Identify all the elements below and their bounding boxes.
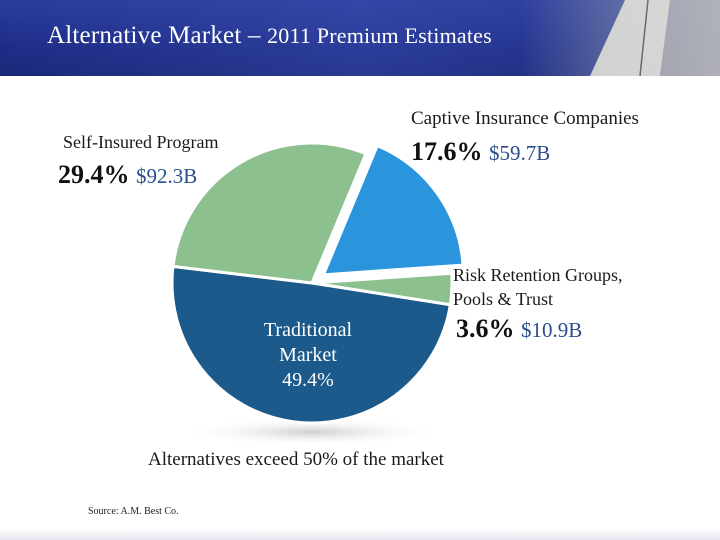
- label-captive-values: 17.6% $59.7B: [411, 137, 550, 167]
- title-banner: Alternative Market – 2011 Premium Estima…: [0, 0, 720, 76]
- pie-shadow: [182, 418, 442, 446]
- traditional-line2: Market: [279, 344, 337, 366]
- risk-retention-line1: Risk Retention Groups,: [453, 265, 623, 285]
- pie-slice-traditional-market: [170, 264, 453, 425]
- label-risk-retention-name: Risk Retention Groups, Pools & Trust: [453, 263, 623, 311]
- label-traditional: Traditional Market 49.4%: [238, 318, 378, 393]
- pie-slice-self-insured-program: [171, 141, 368, 285]
- chart-caption: Alternatives exceed 50% of the market: [148, 449, 444, 470]
- sail-graphic: [590, 0, 720, 76]
- pie-slices: [170, 141, 465, 425]
- label-captive-name: Captive Insurance Companies: [411, 108, 639, 129]
- title-dash: –: [241, 22, 268, 49]
- source-note: Source: A.M. Best Co.: [88, 506, 179, 517]
- traditional-line1: Traditional: [263, 319, 353, 341]
- label-self-insured-name: Self-Insured Program: [63, 132, 219, 152]
- page-title: Alternative Market – 2011 Premium Estima…: [47, 22, 492, 50]
- pie-slice-captive-insurance-companies: [321, 143, 465, 277]
- traditional-line3: 49.4%: [282, 369, 334, 391]
- sailboat-image: [520, 0, 720, 76]
- captive-amount: $59.7B: [489, 141, 551, 165]
- label-risk-retention-values: 3.6% $10.9B: [456, 314, 582, 344]
- risk-retention-line2: Pools & Trust: [453, 289, 554, 309]
- title-rest: 2011 Premium Estimates: [267, 23, 492, 48]
- self-insured-amount: $92.3B: [136, 164, 198, 188]
- risk-retention-pct: 3.6%: [456, 314, 515, 343]
- footer-bar: [0, 528, 720, 540]
- title-main: Alternative Market: [47, 22, 242, 49]
- label-self-insured-values: 29.4% $92.3B: [58, 160, 197, 190]
- risk-retention-amount: $10.9B: [521, 318, 583, 342]
- captive-pct: 17.6%: [411, 137, 483, 166]
- self-insured-pct: 29.4%: [58, 160, 130, 189]
